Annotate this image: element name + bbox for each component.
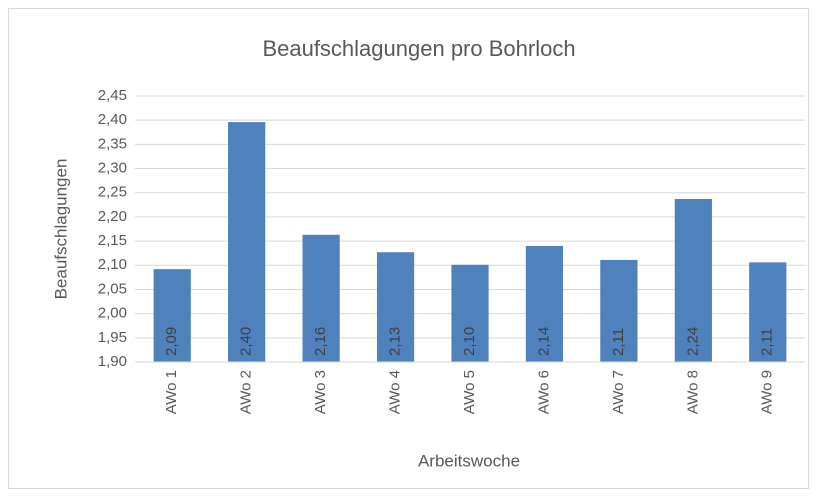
bar bbox=[376, 252, 415, 362]
y-tick-label: 2,45 bbox=[98, 87, 127, 104]
chart-title: Beaufschlagungen pro Bohrloch bbox=[262, 36, 575, 61]
y-tick-label: 2,05 bbox=[98, 280, 127, 297]
y-tick-label: 2,00 bbox=[98, 305, 127, 322]
bar bbox=[600, 259, 638, 362]
data-label: 2,11 bbox=[759, 328, 776, 356]
y-tick-label: 1,90 bbox=[98, 353, 127, 370]
y-tick-label: 2,10 bbox=[98, 256, 127, 273]
bar bbox=[525, 245, 564, 362]
data-label: 2,11 bbox=[610, 328, 627, 356]
data-label: 2,10 bbox=[461, 327, 478, 356]
y-tick-label: 1,95 bbox=[98, 329, 127, 346]
bar bbox=[153, 269, 191, 362]
y-axis-title: Beaufschlagungen bbox=[51, 159, 70, 300]
x-tick-label: AWo 8 bbox=[684, 370, 701, 414]
data-label: 2,16 bbox=[312, 327, 329, 356]
y-tick-label: 2,25 bbox=[98, 184, 127, 201]
bar bbox=[228, 122, 266, 362]
x-tick-label: AWo 6 bbox=[535, 370, 552, 414]
data-label: 2,24 bbox=[684, 327, 701, 356]
data-label: 2,13 bbox=[387, 327, 404, 356]
bar bbox=[674, 199, 712, 362]
x-tick-label: AWo 4 bbox=[387, 370, 404, 414]
x-tick-label: AWo 9 bbox=[759, 370, 776, 414]
y-tick-label: 2,40 bbox=[98, 111, 127, 128]
x-tick-label: AWo 5 bbox=[461, 370, 478, 414]
data-label: 2,40 bbox=[238, 327, 255, 356]
x-tick-label: AWo 1 bbox=[163, 370, 180, 414]
y-tick-label: 2,15 bbox=[98, 232, 127, 249]
x-axis-title: Arbeitswoche bbox=[418, 451, 520, 470]
y-tick-label: 2,35 bbox=[98, 135, 127, 152]
y-tick-label: 2,20 bbox=[98, 208, 127, 225]
bar bbox=[749, 262, 787, 362]
y-tick-label: 2,30 bbox=[98, 160, 127, 177]
x-tick-label: AWo 2 bbox=[238, 370, 255, 414]
x-tick-label: AWo 7 bbox=[610, 370, 627, 414]
data-label: 2,14 bbox=[535, 327, 552, 356]
bar bbox=[451, 264, 489, 362]
bar bbox=[302, 234, 340, 362]
x-tick-label: AWo 3 bbox=[312, 370, 329, 414]
data-label: 2,09 bbox=[163, 327, 180, 356]
